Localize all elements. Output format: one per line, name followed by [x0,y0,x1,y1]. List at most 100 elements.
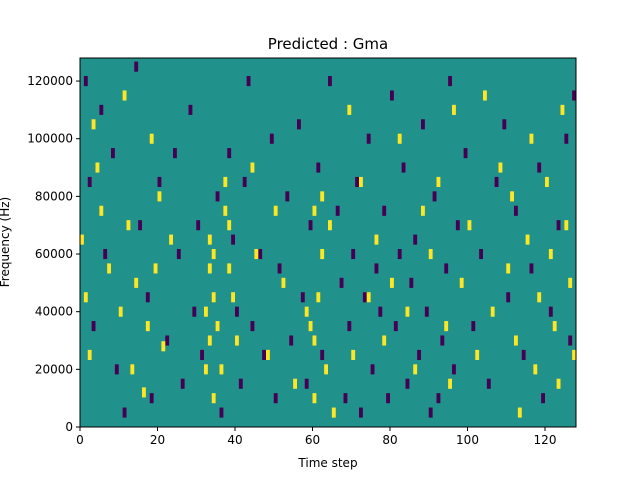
heatmap-cell-high [498,162,503,173]
heatmap-cell-high [397,133,402,144]
heatmap-cell-high [273,205,278,216]
heatmap-cell-low [227,148,232,159]
y-tick-label: 100000 [27,132,73,146]
heatmap-cell-high [436,176,441,188]
heatmap-cell-low [405,378,410,389]
heatmap-cell-high [483,90,487,101]
heatmap-cell-high [312,205,317,216]
heatmap-cell-low [568,335,573,346]
heatmap-cell-low [521,349,526,360]
heatmap-cell-high [223,205,228,216]
heatmap-cell-low [428,407,433,418]
heatmap-cell-low [541,393,545,404]
heatmap-cell-low [99,104,104,115]
heatmap-cell-low [134,61,139,72]
heatmap-cell-high [231,292,235,303]
heatmap-cell-low [514,205,518,216]
heatmap-cell-low [304,378,309,389]
heatmap-cell-high [107,263,111,274]
heatmap-cell-high [514,335,518,346]
heatmap-cell-high [328,220,332,231]
heatmap-cell-low [297,119,301,130]
heatmap-cell-low [374,263,379,274]
heatmap-cell-low [343,393,348,404]
heatmap-cell-low [378,306,383,317]
heatmap-cell-low [529,263,534,274]
heatmap-cell-high [215,321,220,332]
heatmap-cell-high [510,191,514,202]
heatmap-cell-high [99,205,104,216]
heatmap-cell-high [227,263,232,274]
heatmap-cell-high [161,341,166,352]
heatmap-cell-low [432,191,437,202]
heatmap-cell-low [273,393,278,404]
heatmap-cell-high [157,191,162,202]
heatmap-cell-low [556,220,561,231]
heatmap-cell-low [572,90,576,101]
heatmap-cell-high [444,321,449,332]
plot-frame [79,57,577,428]
heatmap-cell-high [207,234,212,245]
heatmap-cell-high [331,407,336,418]
heatmap-cell-low [316,162,321,173]
heatmap-cell-low [258,248,263,260]
heatmap-cell-low [328,76,332,87]
heatmap-cell-low [397,248,402,260]
heatmap-cell-high [552,321,557,332]
heatmap-cell-low [366,133,371,144]
x-axis-label: Time step [297,456,357,470]
heatmap-cell-low [285,191,290,202]
heatmap-cell-low [355,176,359,188]
heatmap-cell-high [568,277,573,288]
heatmap-cell-low [269,133,274,144]
heatmap-cell-high [359,176,363,188]
plot-area [80,58,576,427]
y-tick-label: 20000 [35,362,73,376]
heatmap-cell-low [436,393,441,404]
heatmap-cell-high [95,162,100,173]
heatmap-cell-low [386,393,390,404]
heatmap-cell-high [207,335,212,346]
heatmap-cell-high [405,306,410,317]
heatmap-cell-low [393,321,398,332]
heatmap-cell-high [475,349,480,360]
heatmap-cell-high [142,387,146,398]
heatmap-cell-high [134,277,139,288]
heatmap-cell-high [145,321,150,332]
y-tick-label: 0 [65,420,73,434]
heatmap-cell-high [506,263,511,274]
heatmap-cell-low [91,321,96,332]
heatmap-cell-low [219,407,224,418]
heatmap-cell-low [83,76,88,87]
heatmap-cell-low [537,162,542,173]
heatmap-cell-low [180,378,185,389]
heatmap-cell-low [308,220,313,231]
heatmap-cell-high [250,162,255,173]
heatmap-cell-low [370,364,375,375]
heatmap-cell-low [471,321,476,332]
heatmap-cell-high [428,248,433,260]
heatmap-cell-high [219,364,224,375]
heatmap-cell-high [459,277,464,288]
heatmap-cell-high [204,306,208,317]
x-tick-label: 100 [456,433,479,447]
heatmap-cell-low [231,234,235,245]
heatmap-cell-low [235,306,239,317]
heatmap-cell-high [266,349,270,360]
heatmap-cell-high [211,292,216,303]
heatmap-cell-high [382,335,387,346]
heatmap-cell-low [339,277,344,288]
heatmap-cell-low [173,148,177,159]
heatmap-cell-low [289,335,294,346]
heatmap-cell-low [149,393,154,404]
heatmap-cell-low [448,76,452,87]
heatmap-cell-low [165,335,170,346]
heatmap-cell-low [486,378,491,389]
heatmap-cell-high [149,133,154,144]
heatmap-cell-high [545,176,549,188]
x-tick-label: 60 [305,433,320,447]
heatmap-cell-high [235,335,239,346]
y-tick-label: 120000 [27,74,73,88]
heatmap-cell-high [564,220,569,231]
heatmap-cell-low [320,349,325,360]
